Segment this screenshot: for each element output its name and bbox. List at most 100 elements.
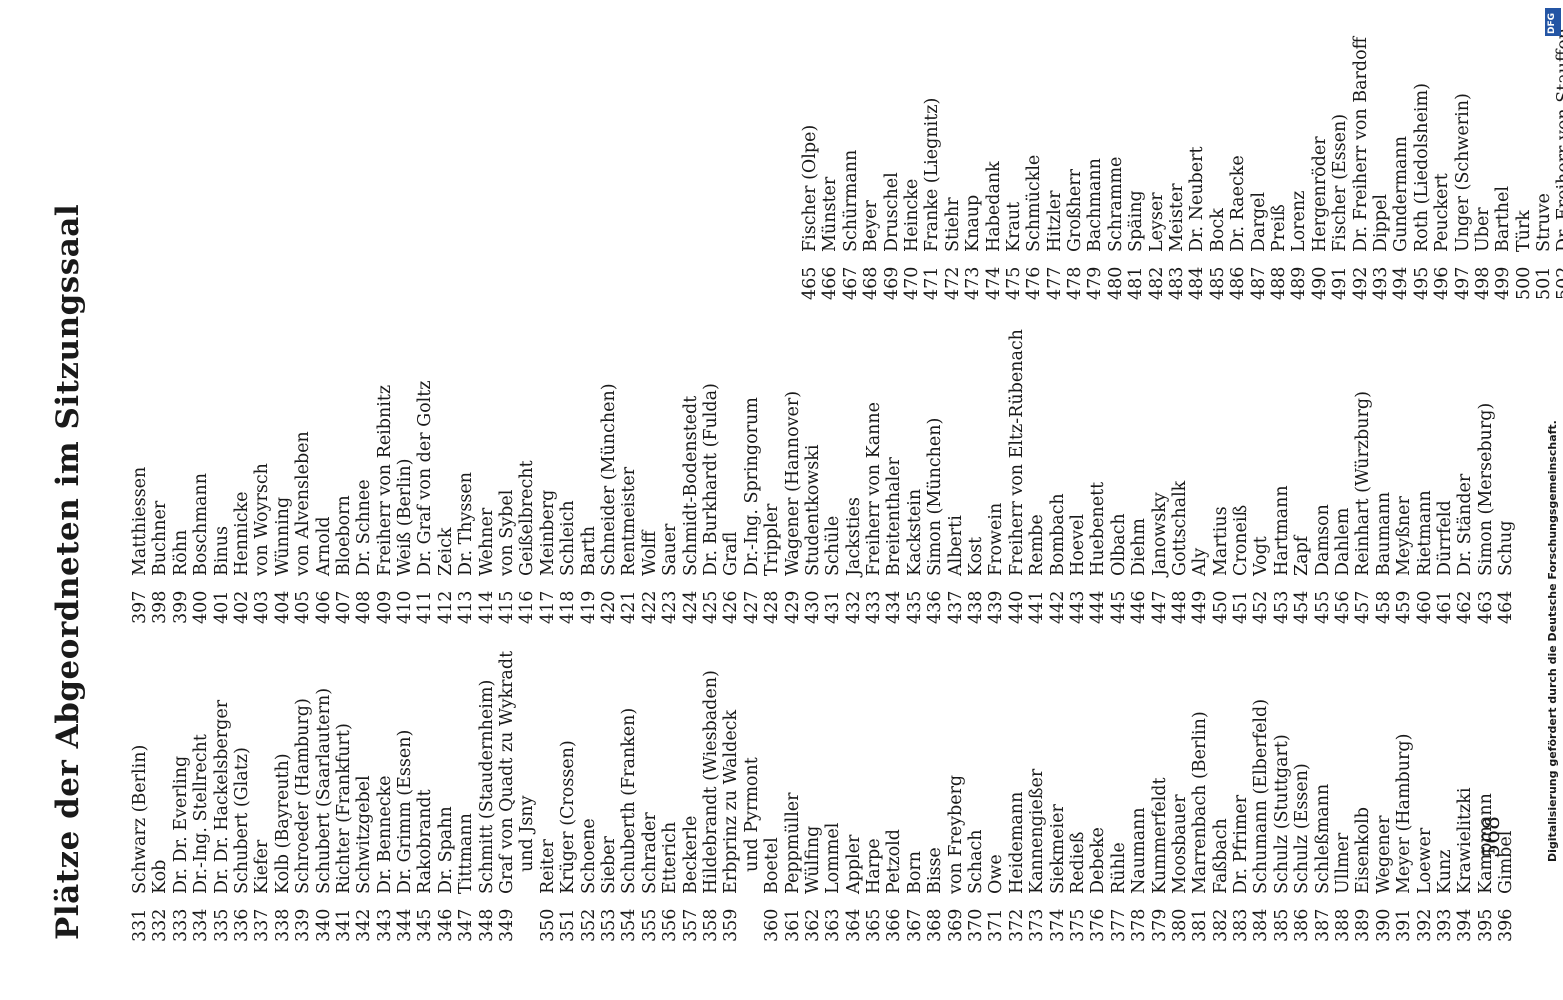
seat-entry: 403 von Woyrsch xyxy=(252,329,272,624)
seat-entry: 465 Fischer (Olpe) xyxy=(800,22,820,300)
seat-entry: 471 Franke (Liegnitz) xyxy=(922,22,942,300)
deputy-name: Simon (München) xyxy=(925,417,946,576)
deputy-name: Wülfing xyxy=(802,825,823,894)
deputy-name: von Sybel xyxy=(497,489,518,576)
seat-number: 462 xyxy=(1455,590,1476,624)
seat-number: 457 xyxy=(1353,590,1374,624)
seat-number: 491 xyxy=(1330,266,1351,300)
deputy-name: Dahlem xyxy=(1333,507,1354,576)
deputy-name: Wünning xyxy=(272,496,293,576)
seat-entry: 502 Dr. Freiherr von Stauffen- xyxy=(1554,22,1563,300)
seat-entry: 485 Bock xyxy=(1208,22,1228,300)
seat-number: 485 xyxy=(1207,266,1228,300)
seat-entry: 352 Schoene xyxy=(579,651,599,942)
deputy-name: Dr. Graf von der Goltz xyxy=(415,380,436,576)
seat-entry: 360 Boetel xyxy=(762,651,782,942)
seat-number: 395 xyxy=(1475,908,1496,942)
seat-number: 473 xyxy=(963,266,984,300)
deputy-name: Dr. Ständer xyxy=(1455,473,1476,576)
deputy-name: Kob xyxy=(150,859,171,894)
seat-entry: 335 Dr. Dr. Hackelsberger xyxy=(212,651,232,942)
seat-entry: 499 Barthel xyxy=(1493,22,1513,300)
seat-number: 388 xyxy=(1333,908,1354,942)
deputy-name: Kraut xyxy=(1003,201,1024,252)
deputy-name: Hildebrandt (Wiesbaden) xyxy=(700,670,721,894)
seat-entry: 444 Huebenett xyxy=(1088,329,1108,624)
seat-number: 500 xyxy=(1513,266,1534,300)
seat-number: 379 xyxy=(1149,908,1170,942)
seat-number: 400 xyxy=(191,590,212,624)
seat-entry: 340 Schubert (Saarlautern) xyxy=(314,651,334,942)
seat-entry: 473 Knaup xyxy=(963,22,983,300)
deputy-name: Redieß xyxy=(1067,831,1088,894)
seat-number: 341 xyxy=(333,908,354,942)
seat-number: 479 xyxy=(1085,266,1106,300)
seat-number: 480 xyxy=(1105,266,1126,300)
seat-entry: 388 Ullmer xyxy=(1333,651,1353,942)
seat-entry: 365 Harpe xyxy=(864,651,884,942)
deputy-name: Hennicke xyxy=(231,491,252,576)
digitization-credit: Digitalisierung gefördert durch die Deut… xyxy=(1546,420,1559,862)
deputy-name: Marrenbach (Berlin) xyxy=(1190,711,1211,894)
seat-number: 338 xyxy=(272,908,293,942)
deputy-name: Harpe xyxy=(864,838,885,894)
seat-entry: 459 Meyßner xyxy=(1394,329,1414,624)
seat-number: 433 xyxy=(864,590,885,624)
seat-number: 439 xyxy=(986,590,1007,624)
deputy-name: Geißelbrecht xyxy=(517,460,538,576)
seat-number: 354 xyxy=(619,908,640,942)
deputy-name: Debeke xyxy=(1088,827,1109,894)
deputy-name: Olbach xyxy=(1108,513,1129,576)
seat-entry: 416 Geißelbrecht xyxy=(517,329,537,624)
seat-number: 484 xyxy=(1187,266,1208,300)
deputy-name: Richter (Frankfurt) xyxy=(333,723,354,894)
deputy-name: Dürrfeld xyxy=(1435,500,1455,576)
seat-number: 393 xyxy=(1435,908,1455,942)
seat-number: 333 xyxy=(170,908,191,942)
seat-number: 441 xyxy=(1027,590,1048,624)
deputy-name: Bachmann xyxy=(1085,158,1106,252)
deputy-name: Boetel xyxy=(762,837,783,894)
deputy-name: Schumann (Elberfeld) xyxy=(1251,698,1272,894)
seat-entry: 424 Schmidt-Bodenstedt xyxy=(681,329,701,624)
seat-entry: 415 von Sybel xyxy=(497,329,517,624)
seat-entry: 439 Frowein xyxy=(986,329,1006,624)
deputy-name: Dargel xyxy=(1248,192,1269,252)
seat-number: 420 xyxy=(598,590,619,624)
deputy-name: Preiß xyxy=(1268,204,1289,252)
seat-number: 414 xyxy=(476,590,497,624)
deputy-name: Schmidt-Bodenstedt xyxy=(680,395,701,576)
seat-number: 376 xyxy=(1088,908,1109,942)
deputy-name: Weiß (Berlin) xyxy=(395,458,416,576)
seat-entry: 393 Kunz xyxy=(1435,651,1455,942)
seat-entry: 452 Vogt xyxy=(1251,329,1271,624)
seat-entry: 435 Kackstein xyxy=(905,329,925,624)
deputy-name: Zapf xyxy=(1292,535,1313,576)
deputy-name: Lommel xyxy=(823,822,844,894)
deputy-name: Schug xyxy=(1496,520,1517,576)
seat-number: 332 xyxy=(150,908,171,942)
seat-entry: 418 Schleich xyxy=(558,329,578,624)
deputy-name: Leyser xyxy=(1146,192,1167,252)
seat-entry: 390 Wegener xyxy=(1374,651,1394,942)
seat-number: 412 xyxy=(435,590,456,624)
seat-entry: 361 Peppmüller xyxy=(783,651,803,942)
deputy-name: Krüger (Crossen) xyxy=(558,740,579,894)
seat-entry: 482 Leyser xyxy=(1147,22,1167,300)
deputy-name: Diehm xyxy=(1129,518,1150,576)
deputy-name: Bombach xyxy=(1047,493,1068,576)
seat-number: 365 xyxy=(864,908,885,942)
seat-number: 435 xyxy=(904,590,925,624)
deputy-name: Beyer xyxy=(861,200,882,252)
deputy-name: Graf von Quadt zu Wykradt xyxy=(497,650,518,894)
seat-number: 418 xyxy=(558,590,579,624)
seat-entry: 355 Schrader xyxy=(640,651,660,942)
seat-number: 468 xyxy=(861,266,882,300)
deputy-name: Freiherr von Reibnitz xyxy=(374,384,395,576)
seat-entry: 351 Krüger (Crossen) xyxy=(558,651,578,942)
seat-entry: 412 Zeick xyxy=(436,329,456,624)
seat-entry: 478 Großherr xyxy=(1065,22,1085,300)
seat-number: 454 xyxy=(1292,590,1313,624)
seat-entry: 337 Kiefer xyxy=(252,651,272,942)
seat-entry: 380 Moosbauer xyxy=(1170,651,1190,942)
